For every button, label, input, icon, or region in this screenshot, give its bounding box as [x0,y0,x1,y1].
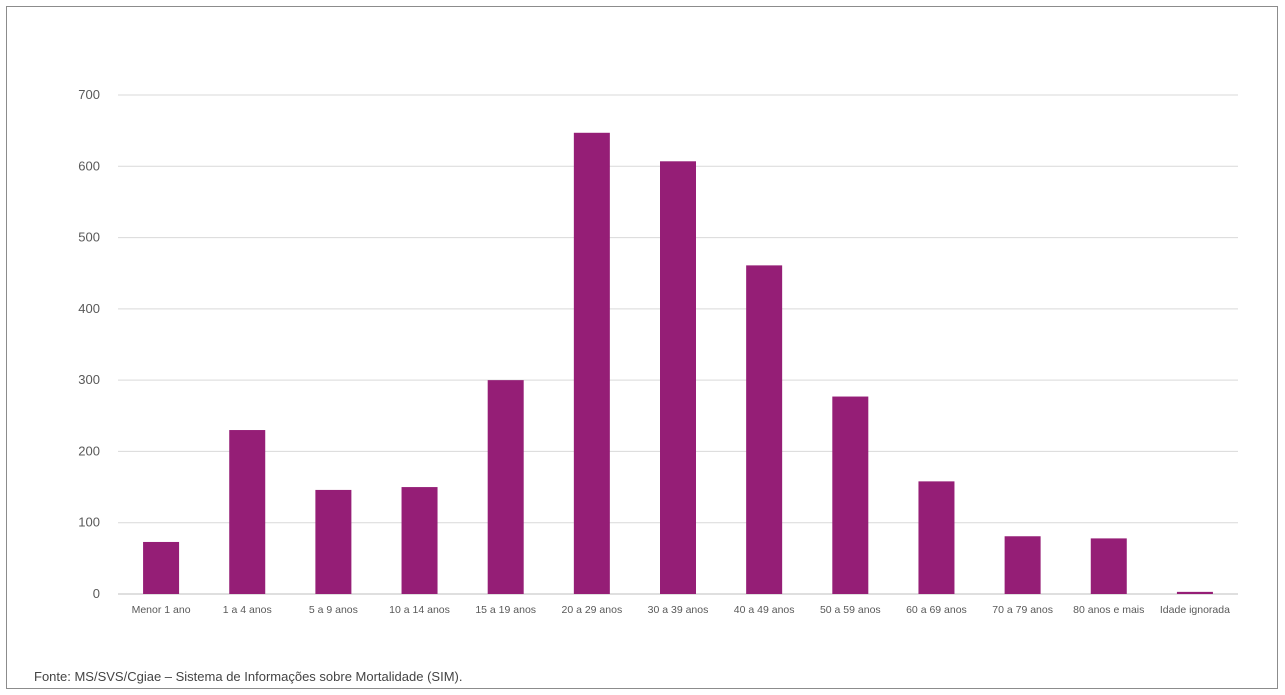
bar [1176,591,1213,594]
x-tick-label: 70 a 79 anos [992,604,1053,616]
bar [832,396,869,594]
y-tick-label: 700 [78,87,100,102]
x-tick-label: 80 anos e mais [1073,604,1144,616]
bar [660,161,696,594]
bar [1004,536,1041,594]
y-tick-label: 500 [78,230,100,245]
bar [315,489,352,594]
bar [573,132,610,594]
x-tick-label: 60 a 69 anos [906,604,967,616]
y-tick-label: 400 [78,301,100,316]
x-tick-label: 1 a 4 anos [223,604,272,616]
x-tick-label: Idade ignorada [1160,604,1230,616]
bar [487,380,524,594]
bar [1090,538,1127,594]
bar [143,541,180,594]
bar [401,487,438,594]
chart-frame [6,6,1278,689]
x-tick-label: 20 a 29 anos [561,604,622,616]
x-tick-label: 40 a 49 anos [734,604,795,616]
y-tick-label: 200 [78,443,100,458]
x-tick-label: 30 a 39 anos [648,604,709,616]
bar [918,481,955,594]
y-tick-label: 600 [78,158,100,173]
y-tick-label: 0 [93,586,100,601]
x-tick-label: 15 a 19 anos [475,604,536,616]
x-tick-label: 10 a 14 anos [389,604,450,616]
x-tick-label: Menor 1 ano [132,604,191,616]
bar [746,265,783,594]
x-tick-label: 50 a 59 anos [820,604,881,616]
y-tick-label: 100 [78,515,100,530]
y-tick-label: 300 [78,372,100,387]
x-tick-label: 5 a 9 anos [309,604,358,616]
source-note: Fonte: MS/SVS/Cgiae – Sistema de Informa… [34,669,463,684]
bar [229,430,266,594]
